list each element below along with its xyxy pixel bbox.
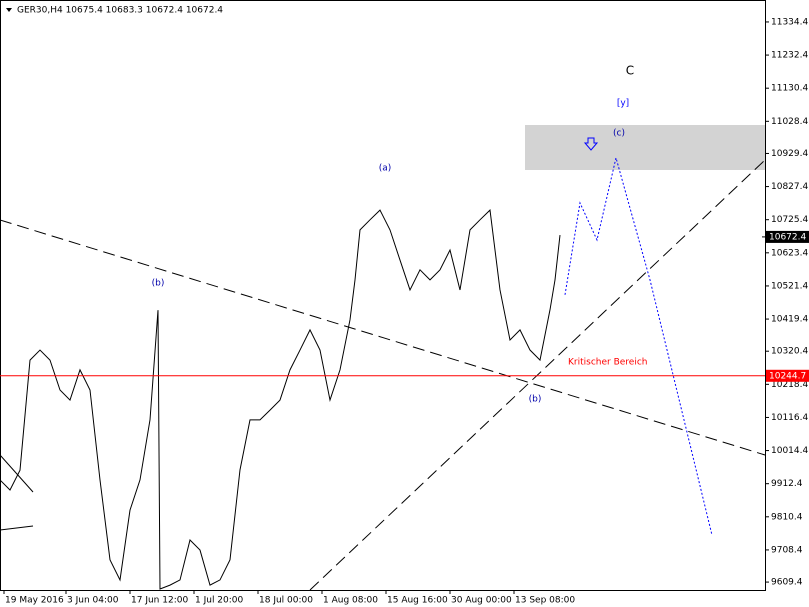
trendline [309, 159, 766, 591]
plot-frame [0, 0, 766, 591]
projection-line [564, 157, 713, 536]
y-tick-label: 11130.4 [771, 84, 808, 94]
x-tick-label: 18 Jul 00:00 [259, 596, 313, 606]
x-tick-label: 19 May 2016 [5, 596, 64, 606]
y-tick-label: 9810.4 [771, 512, 803, 522]
x-tick-label: 15 Aug 16:00 [387, 596, 448, 606]
trendline [0, 454, 34, 493]
wave-label: (b) [529, 395, 542, 405]
price-line [0, 209, 561, 590]
wave-label: (c) [613, 129, 625, 139]
x-tick-label: 1 Aug 08:00 [323, 596, 378, 606]
y-tick-label: 9708.4 [771, 545, 803, 555]
price-tag-label: 10244.7 [769, 371, 806, 381]
x-tick-label: 17 Jun 12:00 [131, 596, 188, 606]
trendline [0, 219, 766, 456]
y-tick-label: 10929.4 [771, 149, 808, 159]
chart-title: GER30,H4 10675.4 10683.3 10672.4 10672.4 [17, 6, 223, 16]
y-tick-label: 10014.4 [771, 446, 808, 456]
wave-label: (a) [379, 164, 392, 174]
down-arrow-icon [583, 137, 599, 151]
y-tick-label: 11028.4 [771, 117, 808, 127]
critical-label: Kritischer Bereich [568, 357, 647, 367]
y-tick-label: 10521.4 [771, 281, 808, 291]
trendline [0, 525, 34, 531]
y-tick-label: 10827.4 [771, 182, 808, 192]
wave-label: C [626, 64, 634, 78]
y-tick-label: 9609.4 [771, 578, 803, 588]
y-tick-label: 10320.4 [771, 347, 808, 357]
y-tick-label: 10218.4 [771, 380, 808, 390]
x-tick-label: 3 Jun 04:00 [67, 596, 119, 606]
y-tick-label: 11334.4 [771, 17, 808, 27]
x-tick-label: 30 Aug 00:00 [451, 596, 512, 606]
y-tick-label: 10725.4 [771, 215, 808, 225]
x-tick-label: 13 Sep 08:00 [515, 596, 575, 606]
y-tick-label: 11232.4 [771, 51, 808, 61]
price-tag [766, 369, 809, 382]
wave-label: (b) [152, 279, 165, 289]
y-tick-label: 10116.4 [771, 413, 808, 423]
price-tag-label: 10672.4 [769, 232, 806, 242]
x-tick-label: 1 Jul 20:00 [195, 596, 244, 606]
menu-triangle [6, 8, 12, 12]
wave-label: [y] [617, 99, 629, 109]
target-zone [525, 125, 765, 170]
y-tick-label: 10623.4 [771, 248, 808, 258]
y-tick-label: 9912.4 [771, 479, 803, 489]
y-tick-label: 10419.4 [771, 315, 808, 325]
price-tag [766, 230, 809, 243]
